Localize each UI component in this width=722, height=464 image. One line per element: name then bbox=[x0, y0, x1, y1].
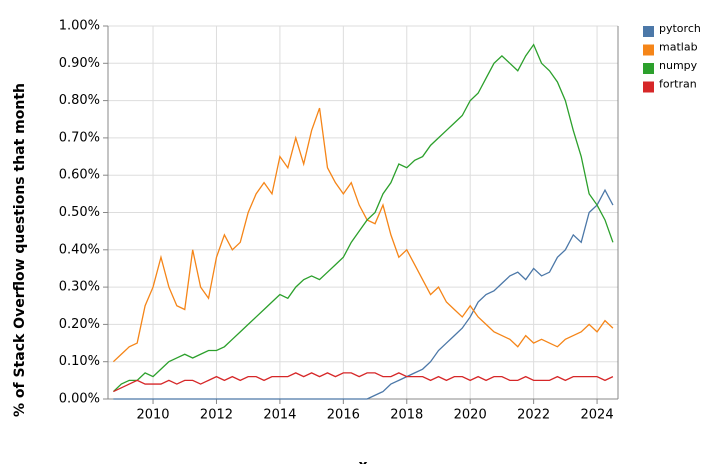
y-axis-title: % of Stack Overflow questions that month bbox=[12, 83, 28, 417]
y-tick-label: 0.60% bbox=[59, 168, 100, 183]
x-tick-label: 2014 bbox=[263, 408, 296, 423]
series-line bbox=[112, 43, 614, 393]
x-tick-label: 2020 bbox=[454, 408, 487, 423]
x-tick-label: 2022 bbox=[517, 408, 550, 423]
series-line bbox=[113, 372, 614, 393]
x-axis-title: x bbox=[358, 458, 367, 464]
legend-label: fortran bbox=[659, 78, 697, 91]
y-tick-label: 0.70% bbox=[59, 130, 100, 145]
x-tick-label: 2024 bbox=[581, 408, 614, 423]
x-tick-label: 2012 bbox=[200, 408, 233, 423]
y-tick-label: 0.00% bbox=[59, 392, 100, 407]
x-tick-label: 2018 bbox=[390, 408, 423, 423]
y-tick-label: 0.10% bbox=[59, 354, 100, 369]
legend-label: matlab bbox=[659, 41, 698, 54]
legend-swatch bbox=[643, 44, 654, 56]
series-line bbox=[113, 188, 614, 400]
y-tick-label: 0.50% bbox=[59, 205, 100, 220]
legend-label: pytorch bbox=[659, 22, 701, 35]
legend-label: numpy bbox=[659, 59, 698, 72]
series-line bbox=[112, 107, 614, 363]
x-tick-label: 2010 bbox=[136, 408, 169, 423]
y-tick-label: 0.80% bbox=[59, 93, 100, 108]
y-tick-label: 1.00% bbox=[59, 19, 100, 34]
y-tick-label: 0.90% bbox=[59, 56, 100, 71]
y-tick-label: 0.30% bbox=[59, 280, 100, 295]
y-tick-label: 0.20% bbox=[59, 317, 100, 332]
legend-swatch bbox=[643, 81, 654, 93]
legend-swatch bbox=[643, 26, 654, 37]
legend-swatch bbox=[643, 63, 654, 74]
y-tick-label: 0.40% bbox=[59, 242, 100, 257]
x-tick-label: 2016 bbox=[327, 408, 360, 423]
